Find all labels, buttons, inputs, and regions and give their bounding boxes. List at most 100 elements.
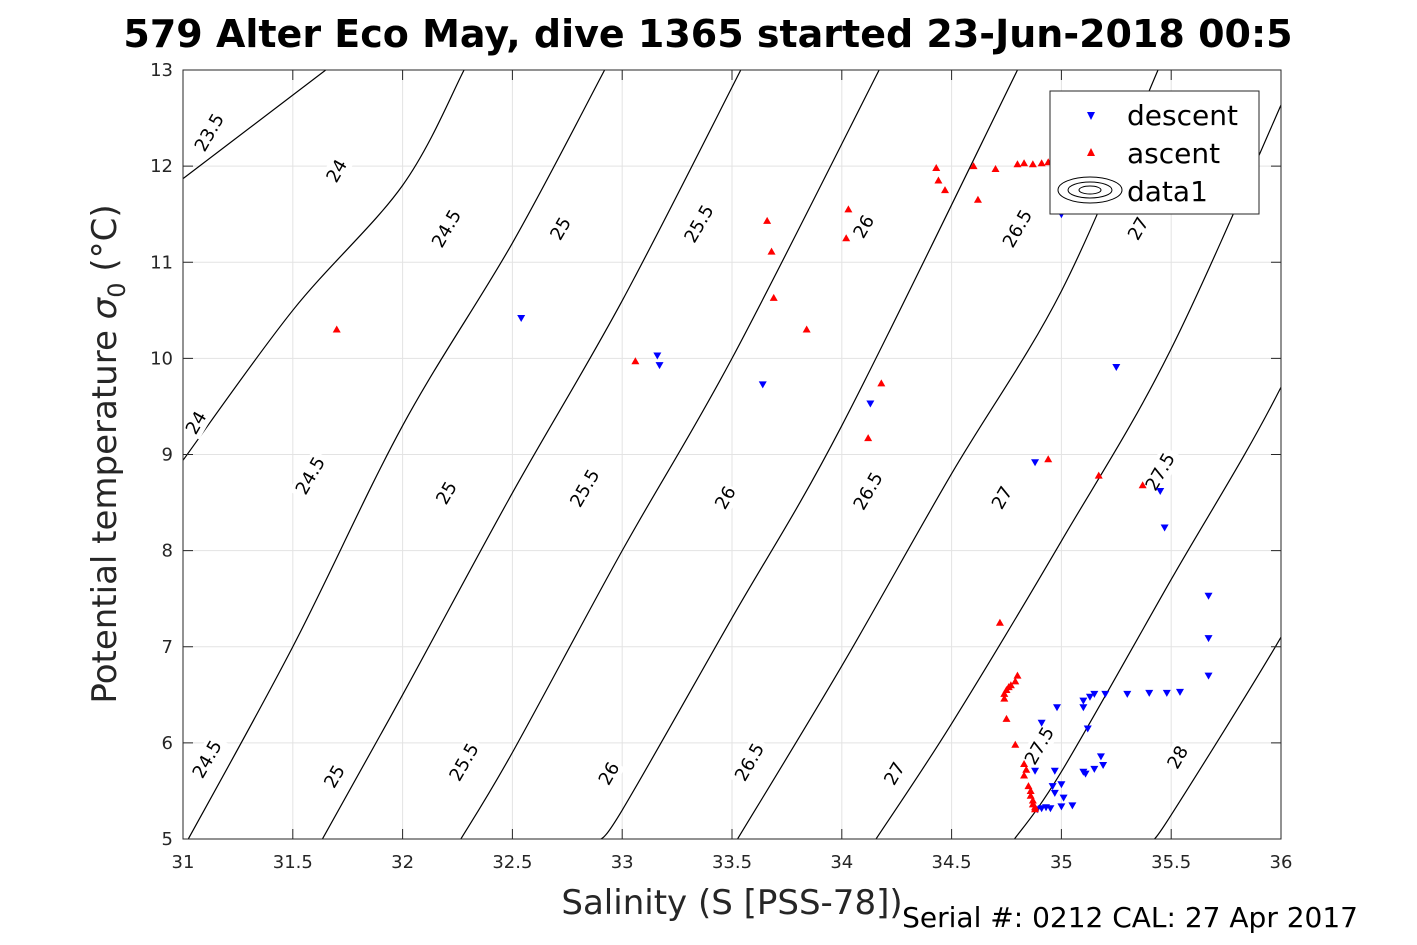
ascent-point [842,234,851,242]
descent-point [1037,805,1046,813]
x-tick-label: 34.5 [932,852,972,873]
descent-point [1204,635,1213,643]
contour-line-27-5 [1013,385,1281,839]
contour-label-bg [318,759,351,794]
contour-line-25-5 [460,70,880,839]
descent-point [1101,690,1110,698]
contour-label-bg [430,476,463,510]
descent-point [1037,719,1046,727]
legend: descent ascent data1 [1049,90,1260,215]
ascent-point [802,325,811,333]
descent-point [1081,770,1090,778]
descent-point [1057,781,1066,789]
contour-line-25 [321,70,742,839]
y-tick-label: 12 [150,156,173,177]
ascent-point [969,162,978,170]
legend-data1-contour-icon [1057,176,1123,204]
ascent-point [1000,689,1009,697]
contour-label-bg [544,211,577,246]
ascent-point [767,247,776,255]
x-tick-label: 32.5 [492,852,532,873]
x-axis-label: Salinity (S [PSS-78]) [561,883,902,923]
descent-point [1156,488,1165,496]
y-axis-label-subscript: 0 [103,282,131,297]
ascent-point [1020,159,1029,167]
descent-point [1099,761,1108,769]
contour-label-bg [1122,211,1155,246]
legend-descent-label: descent [1127,99,1238,132]
descent-point [1204,592,1213,600]
y-tick-label: 13 [150,60,173,81]
descent-point [1090,765,1099,773]
y-axis-label-symbol: σ [85,296,125,319]
descent-point [1068,802,1077,810]
contour-label-bg [1138,445,1182,499]
y-tick-label: 11 [150,252,173,273]
descent-point [1112,364,1121,372]
contour-label-bg [180,406,213,440]
descent-point [1046,805,1055,813]
ascent-point [763,216,772,224]
descent-point [1050,789,1059,797]
contour-label-bg [185,732,229,786]
descent-point [1059,794,1068,802]
descent-point [1053,704,1062,712]
descent-point [1048,783,1057,791]
ascent-point [991,165,1000,173]
ascent-point [864,434,873,442]
descent-point [1083,725,1092,733]
ascent-point [1020,771,1029,779]
descent-point [1123,690,1132,698]
contour-label-bg [187,106,231,159]
contour-label-bg [320,154,353,188]
descent-point [655,362,664,370]
descent-point [1090,690,1099,698]
contour-label-bg [986,480,1019,515]
contour-label-bg [592,756,626,791]
ascent-point [1013,160,1022,168]
y-tick-label: 7 [162,637,173,658]
x-tick-label: 32 [391,852,414,873]
y-tick-label: 5 [162,829,173,850]
ascent-point [1138,481,1147,489]
descent-point [1096,753,1105,761]
x-tick-label: 33 [611,852,634,873]
ascent-point [1020,760,1029,768]
ascent-point [1094,471,1103,479]
y-axis-label-prefix: Potential temperature [85,319,125,703]
ascent-point [1000,694,1009,702]
legend-descent-marker [1087,112,1095,120]
descent-point [1162,689,1171,697]
contour-label-bg [878,756,911,791]
density-contours [183,70,1281,839]
ascent-point [631,357,640,365]
descent-point [1160,524,1169,532]
y-tick-label: 10 [150,348,173,369]
x-tick-label: 34 [830,852,853,873]
descent-point [517,315,526,323]
x-tick-label: 31 [172,852,195,873]
ascent-point [1028,796,1037,804]
contour-label-bg [1161,740,1194,775]
contour-line-24-5 [187,70,606,839]
descent-point [1050,767,1059,775]
contour-label-bg [288,449,332,502]
descent-point [1145,689,1154,697]
ascent-point [1044,455,1053,463]
contour-label-bg [995,202,1040,255]
descent-point [1085,693,1094,701]
contour-line-27 [875,103,1281,839]
contour-label-bg [677,197,721,251]
legend-item-ascent: ascent [1087,137,1220,170]
descent-point [866,400,875,408]
descent-point [1057,803,1066,811]
ascent-point [973,195,982,203]
y-axis-label-suffix: (°C) [85,204,125,282]
contour-label-bg [709,480,742,515]
contour-label-bg [846,464,890,518]
ascent-point [1037,159,1046,167]
descent-point [1031,767,1040,775]
ascent-point [1011,677,1020,685]
descent-point [1079,697,1088,705]
